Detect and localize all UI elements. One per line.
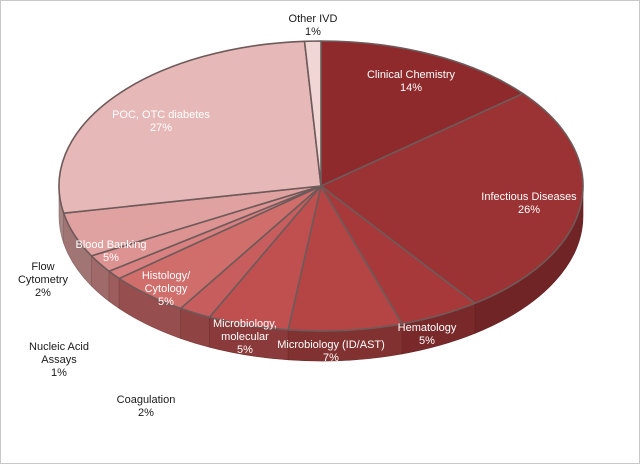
slice-name-line: Cytology [144, 283, 188, 295]
pie-slices [58, 40, 584, 332]
slice-name-line: Nucleic Acid [29, 341, 89, 353]
slice-name: Flow Cytometry [18, 261, 68, 287]
slice-name: Histology/Cytology [142, 270, 190, 296]
slice-name-line: Hematology [397, 322, 457, 334]
slice-name-line: Histology/ [141, 270, 191, 282]
slice-percent: 2% [138, 407, 154, 419]
slice-label-histology-cytology: Histology/Cytology 5% [142, 270, 190, 309]
slice-percent: 2% [35, 287, 51, 299]
slice-label-clinical-chemistry: Clinical Chemistry 14% [367, 69, 455, 95]
slice-percent: 1% [51, 367, 67, 379]
slice-percent: 5% [158, 296, 174, 308]
slice-other-ivd [303, 40, 322, 187]
slice-percent: 26% [517, 204, 541, 216]
slice-label-infectious-diseases: Infectious Diseases 26% [481, 191, 576, 217]
slice-percent: 1% [305, 26, 321, 38]
slice-name-line: Assays [41, 354, 77, 366]
pie-side-walls [58, 185, 584, 362]
slice-clinical-chemistry [320, 40, 524, 187]
slice-label-flow-cytometry: Flow Cytometry 2% [18, 261, 68, 300]
slice-percent: 14% [399, 82, 423, 94]
slice-label-blood-banking: Blood Banking 5% [76, 239, 147, 265]
slice-name: Other IVD [289, 13, 338, 26]
slice-name: Microbiology (ID/AST) [277, 339, 385, 352]
slice-name-line: Blood Banking [75, 239, 147, 251]
slice-label-other-ivd: Other IVD 1% [289, 13, 338, 39]
slice-name-line: Other IVD [288, 13, 338, 25]
slice-name-line: Cytometry [17, 274, 69, 286]
slice-label-nucleic-acid-assays: Nucleic Acid Assays 1% [29, 341, 89, 380]
slice-percent: 7% [323, 352, 339, 364]
slice-name-line: Microbiology, [213, 318, 277, 330]
slice-percent: 5% [237, 344, 253, 356]
slice-name-line: molecular [221, 331, 269, 343]
slice-percent: 5% [103, 252, 119, 264]
slice-name: Hematology [398, 322, 457, 335]
slice-label-coagulation: Coagulation 2% [117, 394, 176, 420]
slice-name: Infectious Diseases [481, 191, 576, 204]
slice-infectious-diseases [320, 92, 584, 305]
slice-label-microbiology-molecular: Microbiology, molecular 5% [213, 318, 277, 357]
slice-poc-otc-diabetes [58, 40, 322, 214]
slice-name-line: Clinical Chemistry [366, 69, 456, 81]
slice-name: Clinical Chemistry [367, 69, 455, 82]
slice-name-line: Coagulation [116, 394, 176, 406]
slice-name-line: Microbiology (ID/AST) [277, 339, 385, 351]
slice-label-microbiology-id-ast: Microbiology (ID/AST) 7% [277, 339, 385, 365]
slice-name: Microbiology, molecular [213, 318, 277, 344]
slice-name-line: POC, OTC diabetes [112, 109, 210, 121]
slice-name: POC, OTC diabetes [112, 109, 210, 122]
slice-name: Coagulation [117, 394, 176, 407]
slice-percent: 27% [149, 122, 173, 134]
slice-microbiology-id-ast [287, 185, 403, 332]
slice-name-line: Infectious Diseases [481, 191, 577, 203]
slice-name: Nucleic Acid Assays [29, 341, 89, 367]
slice-name: Blood Banking [76, 239, 147, 252]
slice-label-hematology: Hematology 5% [398, 322, 457, 348]
slice-label-poc-otc-diabetes: POC, OTC diabetes 27% [112, 109, 210, 135]
slice-name-line: Flow [31, 261, 55, 273]
slice-percent: 5% [419, 335, 435, 347]
